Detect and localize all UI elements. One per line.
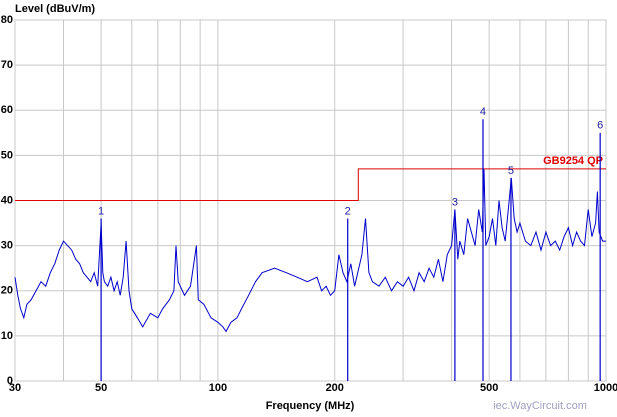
y-axis-label: Level (dBuV/m) [15,3,95,15]
y-tick-label: 20 [1,285,13,297]
marker-label: 1 [98,205,104,217]
y-tick-label: 10 [1,330,13,342]
y-tick-label: 40 [1,194,13,206]
y-tick-label: 60 [1,104,13,116]
y-tick-label: 50 [1,149,13,161]
marker-label: 2 [345,205,351,217]
x-tick-label: 1000 [594,382,617,394]
marker-label: 4 [480,106,486,118]
y-tick-label: 30 [1,240,13,252]
y-tick-label: 0 [7,375,13,387]
x-axis-label: Frequency (MHz) [266,400,355,412]
x-tick-label: 100 [209,382,227,394]
watermark: iec.WayCircuit.com [493,400,587,412]
marker-label: 5 [508,165,514,177]
marker-label: 6 [597,120,603,132]
x-tick-label: 30 [9,382,21,394]
x-tick-label: 50 [95,382,107,394]
y-tick-label: 70 [1,59,13,71]
limit-label: GB9254 QP [543,155,603,167]
series-line [15,168,606,201]
x-tick-label: 200 [326,382,344,394]
marker-label: 3 [452,196,458,208]
y-tick-label: 80 [1,14,13,26]
x-tick-label: 500 [480,382,498,394]
